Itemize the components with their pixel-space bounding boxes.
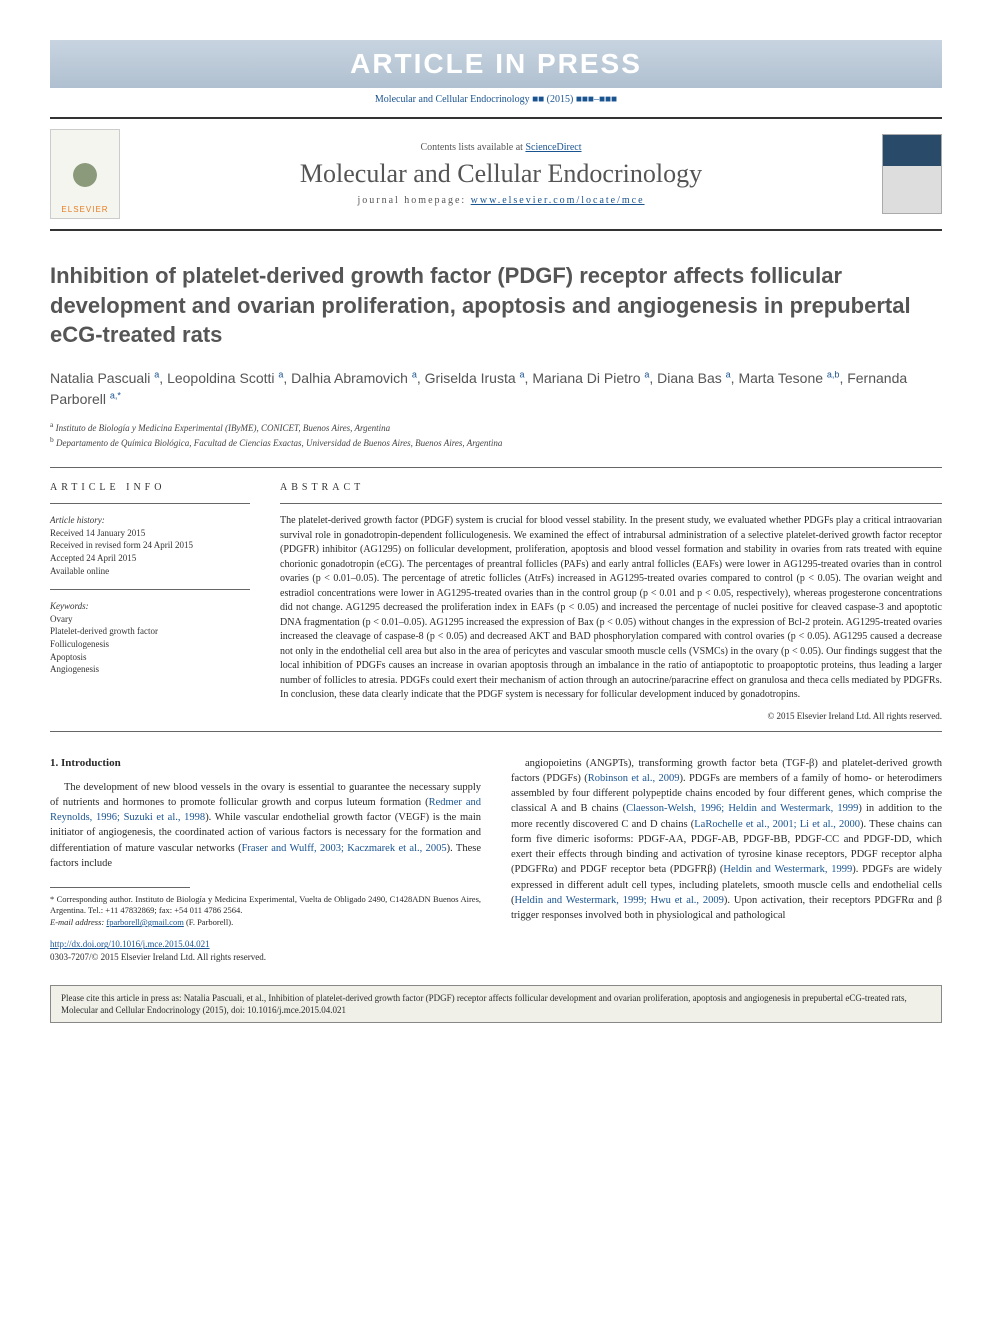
elsevier-text: ELSEVIER [61,205,108,214]
keywords-block: Keywords: OvaryPlatelet-derived growth f… [50,600,250,676]
contents-available-line: Contents lists available at ScienceDirec… [120,142,882,153]
article-info-column: ARTICLE INFO Article history: Received 1… [50,482,250,721]
journal-reference: Molecular and Cellular Endocrinology ■■ … [50,94,942,105]
footnote-separator [50,887,190,888]
history-line: Received in revised form 24 April 2015 [50,539,250,552]
keyword: Angiogenesis [50,663,250,676]
homepage-prefix: journal homepage: [357,195,470,206]
body-column-left: 1. Introduction The development of new b… [50,756,481,965]
email-label: E-mail address: [50,917,106,927]
elsevier-logo: ELSEVIER [50,129,120,219]
divider [50,467,942,468]
body-paragraph: angiopoietins (ANGPTs), transforming gro… [511,756,942,923]
body-column-right: angiopoietins (ANGPTs), transforming gro… [511,756,942,965]
keyword: Platelet-derived growth factor [50,625,250,638]
elsevier-tree-icon [60,145,110,205]
email-link[interactable]: fparborell@gmail.com [106,917,183,927]
homepage-link[interactable]: www.elsevier.com/locate/mce [471,195,645,206]
journal-header: ELSEVIER Contents lists available at Sci… [50,117,942,231]
history-label: Article history: [50,514,250,527]
body-columns: 1. Introduction The development of new b… [50,756,942,965]
abstract-header: ABSTRACT [280,482,942,493]
article-in-press-banner: ARTICLE IN PRESS [50,40,942,88]
affiliations: a Instituto de Biología y Medicina Exper… [50,420,942,449]
keyword: Folliculogenesis [50,638,250,651]
citation-box: Please cite this article in press as: Na… [50,985,942,1023]
divider [50,503,250,504]
authors-list: Natalia Pascuali a, Leopoldina Scotti a,… [50,368,942,410]
section-heading: 1. Introduction [50,756,481,772]
doi-link[interactable]: http://dx.doi.org/10.1016/j.mce.2015.04.… [50,939,210,949]
email-name: (F. Parborell). [184,917,233,927]
keyword: Ovary [50,613,250,626]
email-line: E-mail address: fparborell@gmail.com (F.… [50,917,481,928]
article-info-header: ARTICLE INFO [50,482,250,493]
homepage-line: journal homepage: www.elsevier.com/locat… [120,195,882,206]
contents-prefix: Contents lists available at [420,142,525,153]
divider [280,503,942,504]
abstract-column: ABSTRACT The platelet-derived growth fac… [280,482,942,721]
history-line: Available online [50,565,250,578]
keywords-label: Keywords: [50,600,250,613]
footnotes: * Corresponding author. Instituto de Bio… [50,894,481,928]
history-line: Accepted 24 April 2015 [50,552,250,565]
article-history: Article history: Received 14 January 201… [50,514,250,577]
history-line: Received 14 January 2015 [50,527,250,540]
article-title: Inhibition of platelet-derived growth fa… [50,261,942,350]
divider [50,731,942,732]
doi-block: http://dx.doi.org/10.1016/j.mce.2015.04.… [50,938,481,964]
issn-copyright: 0303-7207/© 2015 Elsevier Ireland Ltd. A… [50,952,266,962]
journal-title: Molecular and Cellular Endocrinology [120,159,882,189]
sciencedirect-link[interactable]: ScienceDirect [525,142,581,153]
abstract-text: The platelet-derived growth factor (PDGF… [280,514,942,703]
journal-cover-thumbnail [882,134,942,214]
body-paragraph: The development of new blood vessels in … [50,780,481,871]
divider [50,589,250,590]
keyword: Apoptosis [50,651,250,664]
corresponding-author-note: * Corresponding author. Instituto de Bio… [50,894,481,917]
abstract-copyright: © 2015 Elsevier Ireland Ltd. All rights … [280,711,942,721]
